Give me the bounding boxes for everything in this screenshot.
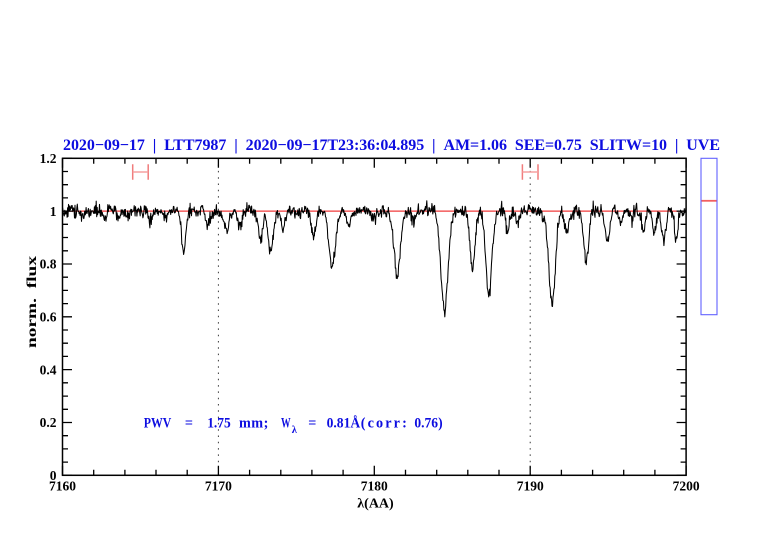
svg-text:7190: 7190 — [517, 479, 544, 494]
svg-text:λ(AA): λ(AA) — [357, 497, 394, 512]
svg-text:0.2: 0.2 — [40, 415, 57, 430]
svg-text:norm. flux: norm. flux — [24, 256, 39, 348]
svg-text:W: W — [281, 416, 291, 432]
svg-text:0.81Å: 0.81Å — [327, 416, 361, 432]
svg-text:PWV: PWV — [144, 416, 172, 432]
svg-text:0.8: 0.8 — [40, 257, 57, 272]
svg-text:1.2: 1.2 — [40, 151, 57, 166]
svg-text:=: = — [185, 416, 193, 432]
svg-text:1.75: 1.75 — [207, 416, 231, 432]
svg-text:7160: 7160 — [49, 479, 76, 494]
svg-text:7200: 7200 — [673, 479, 700, 494]
svg-text:mm;: mm; — [239, 416, 268, 432]
svg-text:=: = — [308, 416, 316, 432]
svg-text:1: 1 — [50, 204, 57, 219]
svg-text:0.4: 0.4 — [40, 362, 57, 377]
svg-text:7170: 7170 — [205, 479, 232, 494]
svg-text:2020−09−17 | LTT7987 | 202: 2020−09−17 | LTT7987 | 2020−09−17T23:36:… — [63, 137, 720, 154]
svg-text:7180: 7180 — [361, 479, 388, 494]
svg-text:0.6: 0.6 — [40, 310, 57, 325]
svg-text:0.76): 0.76) — [414, 416, 442, 432]
svg-text:λ: λ — [292, 425, 298, 436]
svg-text:0: 0 — [50, 468, 57, 483]
